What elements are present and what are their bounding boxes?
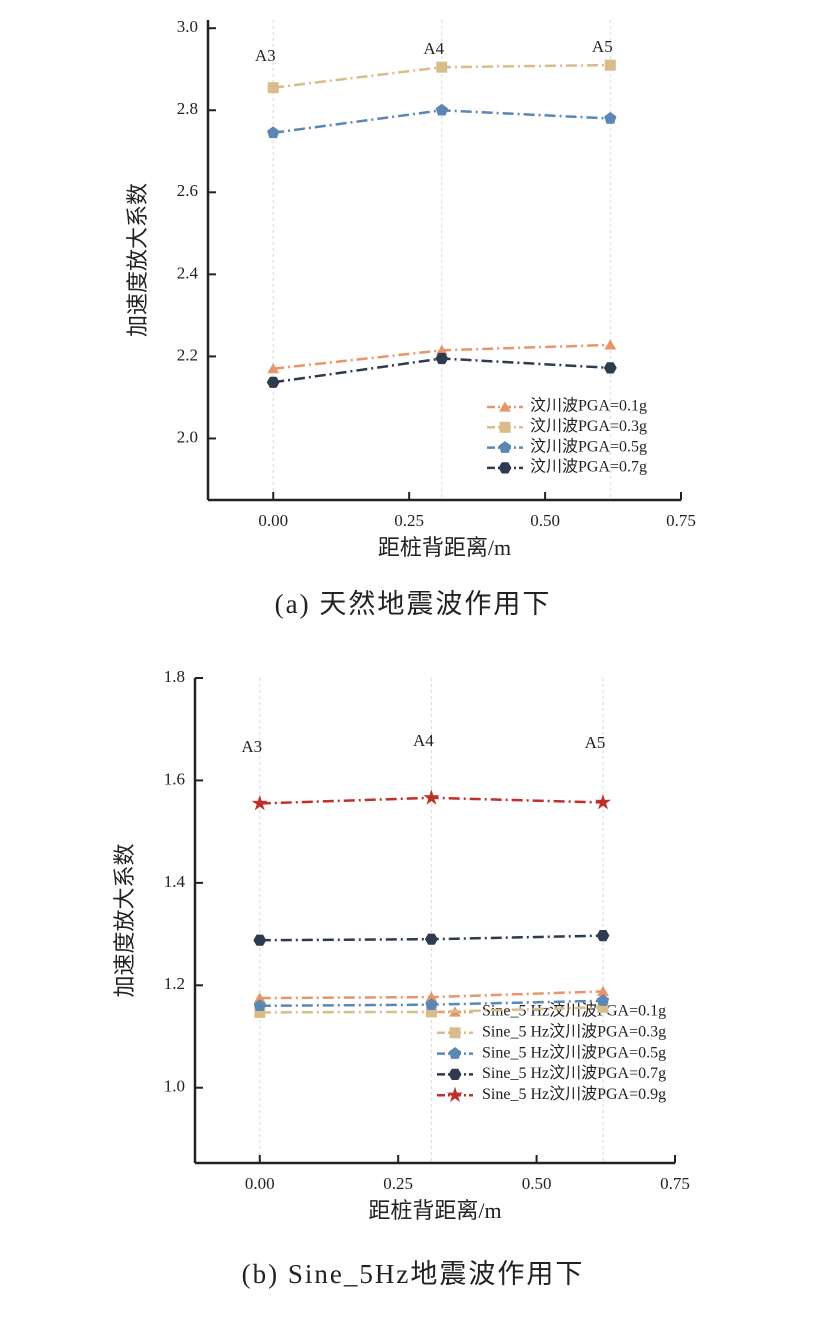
legend-label: 汶川波PGA=0.5g — [530, 437, 647, 455]
marker — [446, 1086, 464, 1103]
marker — [251, 794, 268, 811]
x-tick-label: 0.50 — [522, 1174, 552, 1193]
marker — [448, 1068, 462, 1080]
y-axis-title: 加速度放大系数 — [112, 843, 137, 997]
legend-label: Sine_5 Hz汶川波PGA=0.1g — [482, 1002, 666, 1020]
marker — [266, 376, 280, 388]
y-tick-label: 2.0 — [177, 427, 198, 446]
y-tick-label: 2.4 — [177, 263, 199, 282]
legend-label: 汶川波PGA=0.1g — [530, 397, 647, 415]
marker — [604, 112, 617, 124]
x-tick-label: 0.75 — [666, 511, 696, 530]
marker — [596, 930, 610, 942]
x-tick-label: 0.00 — [245, 1174, 275, 1193]
legend-label: Sine_5 Hz汶川波PGA=0.7g — [482, 1064, 666, 1082]
x-tick-label: 0.25 — [394, 511, 424, 530]
legend-label: Sine_5 Hz汶川波PGA=0.5g — [482, 1043, 666, 1061]
legend-label: Sine_5 Hz汶川波PGA=0.3g — [482, 1022, 666, 1040]
y-axis-title: 加速度放大系数 — [125, 183, 150, 337]
marker — [498, 462, 512, 474]
legend-label: Sine_5 Hz汶川波PGA=0.9g — [482, 1085, 666, 1103]
marker — [499, 421, 511, 433]
marker — [498, 441, 512, 453]
y-tick-label: 2.6 — [177, 181, 198, 200]
marker — [267, 126, 280, 139]
x-axis-title: 距桩背距离/m — [378, 535, 511, 560]
y-tick-label: 1.4 — [164, 872, 186, 891]
legend-label: 汶川波PGA=0.7g — [530, 458, 647, 476]
marker — [449, 1027, 461, 1039]
y-tick-label: 2.2 — [177, 345, 198, 364]
legend-label: 汶川波PGA=0.3g — [530, 417, 647, 435]
annotation: A4 — [423, 39, 444, 58]
marker — [594, 793, 612, 810]
marker — [596, 994, 610, 1006]
x-tick-label: 0.50 — [530, 511, 560, 530]
y-tick-label: 1.8 — [164, 667, 185, 686]
marker — [253, 999, 266, 1011]
marker — [423, 789, 440, 805]
annotation: A4 — [413, 731, 434, 750]
y-tick-label: 1.0 — [164, 1077, 185, 1096]
marker — [253, 934, 267, 946]
marker — [425, 998, 438, 1010]
marker — [424, 933, 438, 945]
annotation: A3 — [255, 46, 276, 65]
y-tick-label: 2.8 — [177, 99, 198, 118]
marker — [267, 363, 280, 374]
x-tick-label: 0.00 — [258, 511, 288, 530]
chart: 1.0 1.2 1.4 1.6 1.8 0.00 0.25 0.50 0.75 距桩背距离/m 加速… — [112, 667, 690, 1289]
marker — [604, 59, 616, 71]
y-tick-label: 3.0 — [177, 17, 198, 36]
marker — [436, 61, 448, 73]
y-tick-label: 1.6 — [164, 769, 185, 788]
marker — [604, 339, 617, 350]
x-axis-title: 距桩背距离/m — [368, 1198, 501, 1223]
marker — [499, 401, 511, 412]
marker — [448, 1047, 462, 1059]
marker — [267, 82, 279, 94]
x-tick-label: 0.75 — [660, 1174, 690, 1193]
x-tick-label: 0.25 — [383, 1174, 413, 1193]
marker — [603, 362, 617, 374]
chart: 2.0 2.2 2.4 2.6 2.8 3.0 0.00 0.25 0.50 0.75 距桩背距离/… — [125, 17, 696, 619]
annotation: A3 — [241, 737, 262, 756]
caption: (b) Sine_5Hz地震波作用下 — [242, 1259, 585, 1289]
caption: (a) 天然地震波作用下 — [275, 589, 552, 619]
marker — [435, 352, 449, 365]
y-tick-label: 1.2 — [164, 974, 185, 993]
annotation: A5 — [592, 37, 613, 56]
marker — [435, 103, 448, 116]
annotation: A5 — [585, 733, 606, 752]
